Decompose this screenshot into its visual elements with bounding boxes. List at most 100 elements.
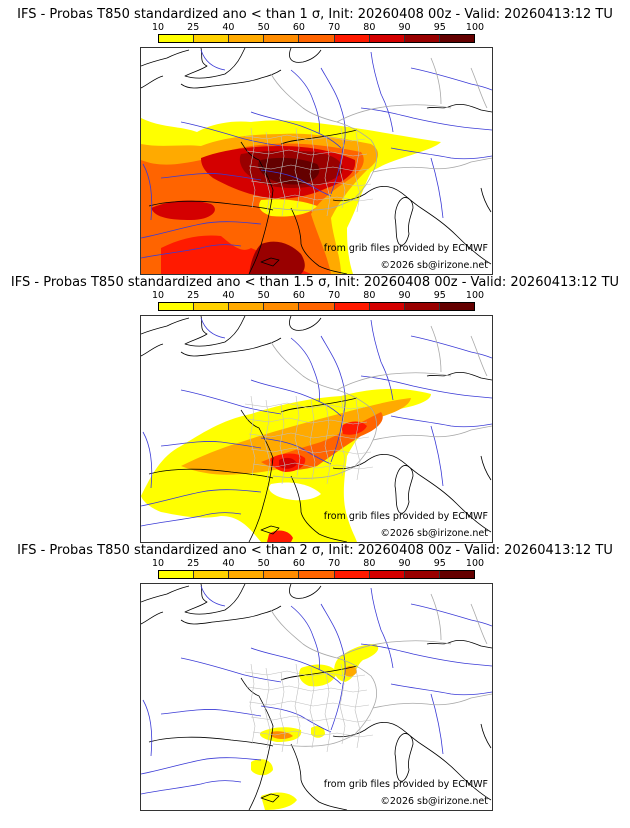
river — [360, 643, 492, 667]
colorbar-labels: 10 25 40 50 60 70 80 90 95 100 — [152, 290, 484, 301]
river — [141, 221, 262, 239]
country-border — [470, 67, 488, 109]
colorbar-tick-label: 40 — [222, 290, 235, 301]
country-border — [430, 57, 442, 105]
probability-contour — [345, 665, 357, 677]
country-border — [372, 425, 492, 441]
river — [430, 425, 444, 487]
coastline — [280, 665, 358, 681]
colorbar-segment — [264, 35, 300, 42]
coastline — [141, 585, 190, 603]
copyright-credit: ©2026 sb@irizone.net — [380, 260, 488, 271]
country-border — [270, 341, 377, 467]
source-credit: from grib files provided by ECMWF — [323, 243, 488, 254]
coastline — [332, 186, 492, 265]
department-border — [244, 670, 366, 678]
department-border — [339, 395, 346, 477]
colorbar-segment — [194, 571, 230, 578]
colorbar-segment — [264, 303, 300, 310]
colorbar — [158, 570, 475, 579]
coastline — [480, 455, 492, 481]
colorbar-segment — [369, 303, 405, 310]
river — [141, 489, 262, 507]
department-border — [354, 667, 361, 749]
department-border — [339, 663, 346, 745]
river — [141, 244, 242, 259]
coastline — [426, 371, 492, 381]
river — [200, 317, 226, 339]
basemap — [141, 584, 492, 810]
colorbar-tick-label: 100 — [465, 558, 485, 569]
coastline — [180, 337, 282, 357]
department-border — [252, 730, 374, 738]
country-border — [372, 157, 492, 173]
colorbar-tick-label: 60 — [292, 290, 305, 301]
department-border — [246, 149, 368, 157]
colorbar-tick-label: 10 — [151, 558, 165, 569]
colorbar-segment — [159, 303, 195, 310]
colorbar-segment — [159, 571, 195, 578]
colorbar-segment — [299, 303, 335, 310]
river — [370, 587, 394, 669]
colorbar-segment — [264, 571, 300, 578]
country-border — [430, 593, 442, 641]
coastline — [184, 48, 246, 79]
colorbar-segment — [439, 303, 474, 310]
coastline — [289, 48, 322, 63]
coastline — [240, 677, 274, 810]
colorbar-tick-label: 80 — [363, 290, 376, 301]
colorbar-tick-label: 40 — [222, 22, 235, 33]
country-border — [272, 465, 358, 479]
coastline — [289, 584, 322, 599]
river — [290, 337, 320, 403]
department-border — [252, 194, 374, 202]
coastline — [180, 605, 282, 625]
colorbar-labels: 10 25 40 50 60 70 80 90 95 100 — [152, 22, 484, 33]
coastline — [289, 316, 322, 331]
department-border — [279, 403, 286, 485]
colorbar-tick-label: 10 — [151, 22, 165, 33]
probability-map: from grib files provided by ECMWF ©2026 … — [140, 583, 493, 811]
river — [410, 67, 492, 91]
river — [370, 51, 394, 133]
department-border — [264, 399, 271, 481]
department-border — [324, 403, 331, 485]
country-border — [470, 335, 488, 377]
colorbar-tick-label: 50 — [257, 558, 270, 569]
source-credit: from grib files provided by ECMWF — [323, 779, 488, 790]
country-border — [336, 372, 452, 391]
department-border — [324, 135, 331, 217]
department-border — [250, 179, 372, 187]
colorbar-segment — [369, 571, 405, 578]
colorbar-tick-label: 50 — [257, 290, 270, 301]
colorbar-tick-label: 40 — [222, 558, 235, 569]
panel-title: IFS - Probas T850 standardized ano < tha… — [10, 275, 620, 290]
panel-title: IFS - Probas T850 standardized ano < tha… — [17, 7, 613, 22]
coastline — [180, 69, 282, 89]
colorbar-tick-label: 90 — [398, 558, 411, 569]
river — [142, 699, 153, 757]
panel-title: IFS - Probas T850 standardized ano < tha… — [17, 543, 613, 558]
river — [260, 705, 332, 733]
country-border — [270, 609, 377, 735]
department-border — [309, 399, 316, 481]
coastline — [141, 317, 190, 335]
river — [370, 319, 394, 401]
river — [141, 512, 242, 527]
basemap — [141, 48, 492, 274]
colorbar-segment — [299, 35, 335, 42]
coastline — [394, 197, 414, 246]
coastline — [426, 103, 492, 113]
river — [160, 441, 262, 449]
colorbar-tick-label: 90 — [398, 290, 411, 301]
coastline — [141, 49, 190, 67]
colorbar-tick-label: 80 — [363, 558, 376, 569]
department-border — [248, 164, 370, 172]
country-border — [470, 603, 488, 645]
department-border — [309, 667, 316, 749]
probability-field — [141, 388, 431, 542]
river — [360, 375, 492, 399]
department-border — [264, 667, 271, 749]
river — [141, 780, 242, 795]
river — [200, 585, 226, 607]
